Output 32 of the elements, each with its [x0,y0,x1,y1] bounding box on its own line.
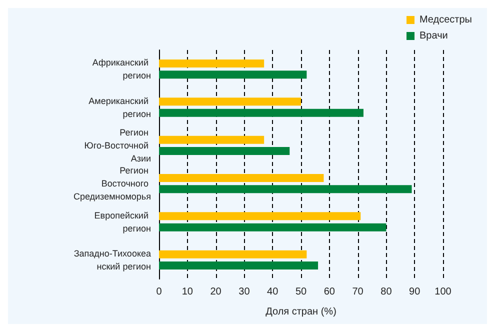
x-tick-label: 70 [352,286,364,298]
x-tick-label: 30 [238,286,250,298]
x-tick-label: 80 [380,286,392,298]
bar [159,147,290,156]
x-axis-title: Доля стран (%) [266,306,336,318]
bar [159,262,318,270]
y-tick-label: Западно-Тихоокеанский регион [74,248,152,272]
bar [159,223,386,232]
x-tick-label: 0 [156,286,162,298]
legend-label: Медсестры [419,14,472,26]
bar [159,185,412,194]
bar [159,212,361,220]
y-tick-label: Европейский регион [94,210,152,234]
y-tick-label: Африканский регион [92,58,152,81]
bar [159,136,264,144]
x-tick-label: 40 [267,286,279,298]
bar [159,174,324,182]
bar [159,59,264,68]
legend-label: Врачи [419,30,448,42]
x-tick-label: 60 [324,286,336,298]
x-tick-label: 20 [210,286,222,298]
bar [159,250,307,258]
x-tick-label: 10 [182,286,194,298]
y-tick-label: Регион Восточного Средиземноморья [73,166,152,202]
x-tick-label: 50 [295,286,307,298]
y-tick-label: Американский регион [88,96,152,119]
bar [159,108,364,117]
bar [159,70,307,79]
x-tick-label: 90 [409,286,421,298]
bar [159,98,301,106]
x-tick-label: 100 [434,286,452,298]
y-tick-label: Регион Юго-Восточной Азии [84,127,151,164]
